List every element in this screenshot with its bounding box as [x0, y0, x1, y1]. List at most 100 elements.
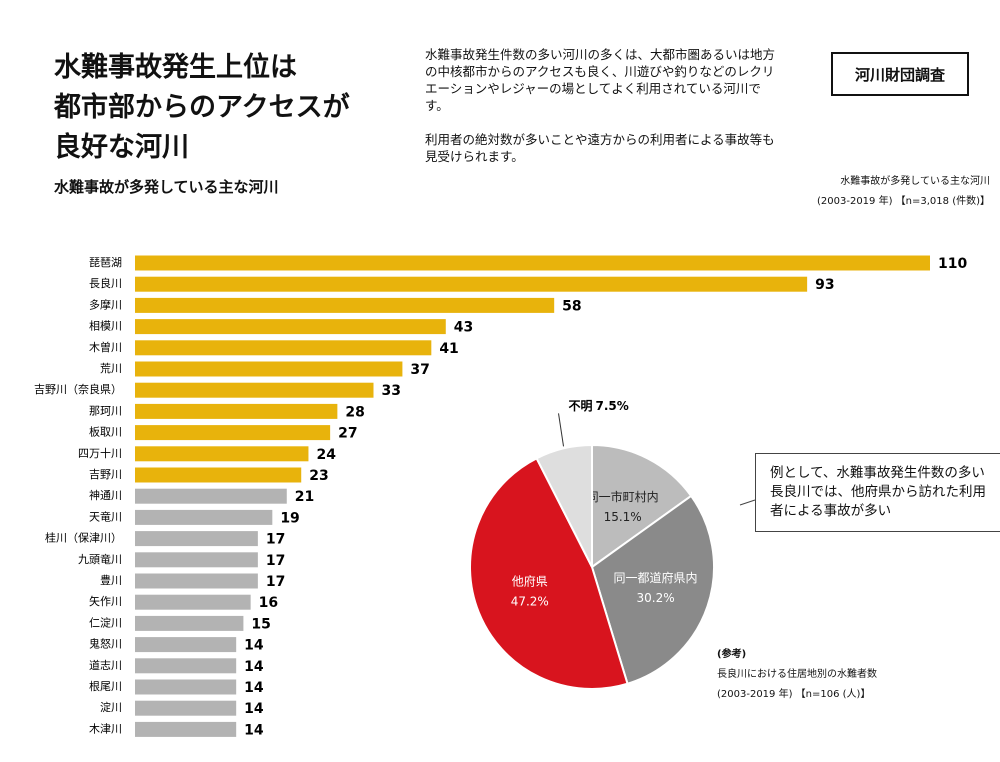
value-label: 15 — [251, 616, 270, 632]
callout-line — [739, 499, 756, 506]
bar — [135, 382, 374, 398]
bar — [135, 721, 237, 737]
value-label: 16 — [259, 595, 278, 611]
value-label: 17 — [266, 532, 285, 548]
bar — [135, 615, 244, 631]
slice-value: 7.5% — [596, 399, 629, 413]
caption-line: (2003-2019 年) 【n=106 (人)】 — [717, 689, 871, 700]
bar — [135, 594, 251, 610]
title-line: 水難事故発生上位は — [54, 52, 297, 83]
slice-label: 同一都道府県内 — [614, 570, 698, 585]
caption-line: 水難事故が多発している主な河川 — [840, 176, 990, 187]
value-label: 17 — [266, 574, 285, 590]
category-label: 相模川 — [89, 320, 122, 333]
category-label: 吉野川（奈良県） — [34, 382, 122, 396]
description-paragraph: 利用者の絶対数が多いことや遠方からの利用者による事故等も見受けられます。 — [425, 132, 775, 164]
category-label: 九頭竜川 — [78, 552, 122, 566]
category-label: 桂川（保津川） — [45, 531, 122, 545]
category-label: 長良川 — [89, 276, 122, 290]
category-label: 根尾川 — [89, 679, 122, 693]
bar — [135, 679, 237, 695]
bar-caption: 水難事故が多発している主な河川 (2003-2019 年) 【n=3,018 (件… — [817, 172, 990, 212]
category-label: 木曽川 — [89, 340, 122, 354]
bar — [135, 637, 237, 653]
badge: 河川財団調査 — [831, 52, 969, 96]
bar — [135, 573, 258, 589]
bar — [135, 658, 237, 674]
value-label: 19 — [280, 510, 299, 526]
pie-caption: (参考) 長良川における住居地別の水難者数 (2003-2019 年) 【n=106… — [717, 645, 877, 705]
category-label: 豊川 — [100, 574, 122, 587]
value-label: 41 — [439, 341, 458, 357]
bar — [135, 700, 237, 716]
bar — [135, 297, 555, 313]
bar-subtitle: 水難事故が多発している主な河川 — [54, 178, 279, 196]
bar — [135, 361, 403, 377]
bar — [135, 488, 287, 504]
value-label: 37 — [410, 362, 429, 378]
value-label: 14 — [244, 701, 264, 717]
category-label: 矢作川 — [89, 594, 122, 608]
caption-line: (2003-2019 年) 【n=3,018 (件数)】 — [817, 196, 990, 207]
title-line: 都市部からのアクセスが — [54, 92, 350, 123]
category-label: 四万十川 — [78, 446, 122, 460]
category-label: 荒川 — [100, 362, 122, 375]
value-label: 24 — [316, 447, 336, 463]
value-label: 21 — [295, 489, 314, 505]
description: 水難事故発生件数の多い河川の多くは、大都市圏あるいは地方の中核都市からのアクセス… — [425, 46, 780, 182]
slice-value: 47.2% — [511, 595, 549, 609]
title: 水難事故発生上位は都市部からのアクセスが 良好な河川 — [54, 48, 350, 168]
bar — [135, 276, 808, 292]
slice-label: 不明 — [569, 399, 593, 413]
leader-line — [558, 413, 565, 447]
category-label: 琵琶湖 — [89, 256, 122, 269]
slice-value: 30.2% — [636, 591, 674, 605]
slice-label: 他府県 — [512, 574, 548, 589]
pie-slice — [469, 456, 629, 690]
category-label: 多摩川 — [89, 297, 122, 311]
bar — [135, 509, 273, 525]
category-label: 道志川 — [89, 658, 122, 672]
caption-line: (参考) — [717, 649, 747, 660]
category-label: 木津川 — [89, 722, 122, 735]
caption-line: 長良川における住居地別の水難者数 — [717, 669, 877, 680]
category-label: 神通川 — [89, 488, 122, 502]
category-label: 天竜川 — [89, 509, 122, 523]
bar — [135, 467, 302, 483]
annotation: 例として、水難事故発生件数の多い長良川では、他府県から訪れた利用者による事故が多… — [755, 453, 1000, 532]
slice-value: 15.1% — [604, 510, 642, 524]
description-paragraph: 水難事故発生件数の多い河川の多くは、大都市圏あるいは地方の中核都市からのアクセス… — [425, 47, 776, 113]
bar — [135, 403, 338, 419]
value-label: 28 — [345, 404, 364, 420]
value-label: 43 — [454, 320, 473, 336]
bar — [135, 531, 258, 547]
category-label: 那珂川 — [89, 404, 122, 417]
value-label: 58 — [562, 298, 581, 314]
bar — [135, 319, 446, 335]
bar — [135, 552, 258, 568]
value-label: 14 — [244, 722, 264, 738]
slice-label: 同一市町村内 — [587, 489, 659, 504]
category-label: 淀川 — [100, 700, 122, 714]
category-label: 吉野川 — [89, 468, 122, 481]
value-label: 33 — [382, 383, 401, 399]
category-label: 仁淀川 — [89, 615, 122, 629]
category-label: 板取川 — [89, 425, 122, 439]
value-label: 14 — [244, 638, 264, 654]
value-label: 93 — [815, 277, 834, 293]
title-line: 良好な河川 — [54, 132, 189, 163]
value-label: 14 — [244, 680, 264, 696]
bar — [135, 340, 432, 356]
value-label: 23 — [309, 468, 328, 484]
value-label: 110 — [938, 256, 967, 272]
value-label: 17 — [266, 553, 285, 569]
bar — [135, 425, 331, 441]
bar — [135, 255, 930, 271]
value-label: 27 — [338, 426, 357, 442]
pie-slice — [590, 494, 715, 685]
value-label: 14 — [244, 659, 264, 675]
bar — [135, 446, 309, 462]
pie-slice — [535, 443, 593, 568]
